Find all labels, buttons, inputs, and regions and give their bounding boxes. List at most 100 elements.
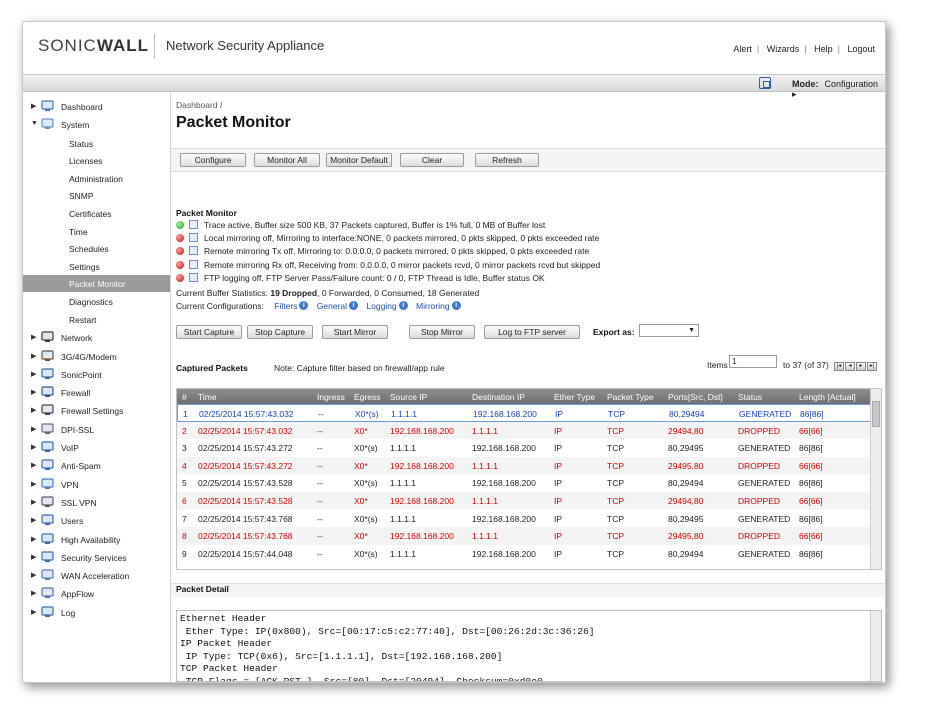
chevron-right-icon[interactable]: ▶ [31,498,37,506]
general-link[interactable]: General [316,301,348,311]
sidebar-item-high-availability[interactable]: ▶ High Availability [23,531,170,548]
chevron-right-icon[interactable]: ▶ [31,517,37,525]
sidebar-item-administration[interactable]: Administration [23,170,170,187]
sidebar-item-firewall-settings[interactable]: ▶ Firewall Settings [23,402,170,419]
chevron-right-icon[interactable]: ▶ [31,590,37,598]
configure-button[interactable]: Configure [180,153,246,167]
table-scrollbar[interactable] [870,389,881,569]
table-row[interactable]: 8 02/25/2014 15:57:43.768 -- X0* 192.168.168… [177,527,871,545]
prev-page-icon[interactable]: ◂ [845,362,855,371]
sidebar-item-schedules[interactable]: Schedules [23,240,170,257]
mirroring-link[interactable]: Mirroring [416,301,450,311]
info-icon[interactable]: i [398,301,408,310]
refresh-button[interactable]: Refresh [475,153,539,167]
edit-settings-icon[interactable] [189,272,198,282]
sidebar-item-diagnostics[interactable]: Diagnostics [23,293,170,310]
sidebar-item-certificates[interactable]: Certificates [23,205,170,222]
column-header[interactable]: Packet Type [607,392,654,402]
export-select[interactable]: ▼ [639,324,699,337]
breadcrumb[interactable]: Dashboard / [176,100,223,110]
monitor-all-button[interactable]: Monitor All [254,153,320,167]
edit-settings-icon[interactable] [189,259,198,269]
column-header[interactable]: Length [Actual] [799,392,856,402]
first-page-icon[interactable]: |◂ [834,362,844,371]
chevron-right-icon[interactable]: ▶ [31,389,37,397]
filters-link[interactable]: Filters [274,301,298,311]
chevron-right-icon[interactable]: ▶ [31,370,37,378]
column-header[interactable]: Ether Type [554,392,595,402]
column-header[interactable]: Source IP [390,392,428,402]
chevron-right-icon[interactable]: ▶ [31,608,37,616]
sidebar-item-wan-acceleration[interactable]: ▶ WAN Acceleration [23,567,170,584]
chevron-right-icon[interactable]: ▶ [31,444,37,451]
column-header[interactable]: Ports[Src, Dst] [668,392,723,402]
sidebar-item-licenses[interactable]: Licenses [23,152,170,169]
column-header[interactable]: Time [198,392,217,402]
column-header[interactable]: Status [738,392,763,402]
sidebar-item-settings[interactable]: Settings [23,258,170,275]
logout-link[interactable]: Logout [847,44,875,54]
table-row[interactable]: 6 02/25/2014 15:57:43.528 -- X0* 192.168.168… [177,492,871,510]
chevron-down-icon[interactable]: ▼ [31,120,38,128]
sidebar-item-dpi-ssl[interactable]: ▶ DPI-SSL [23,421,170,438]
detail-scrollbar[interactable] [870,611,881,681]
edit-settings-icon[interactable] [189,220,198,229]
sidebar-item-firewall[interactable]: ▶ Firewall [23,384,170,401]
sidebar-item-voip[interactable]: ▶ VoIP [23,439,170,456]
chevron-right-icon[interactable]: ▶ [31,103,37,110]
sidebar-item-status[interactable]: Status [23,135,170,152]
sidebar-item-system[interactable]: ▼ System [23,116,170,133]
chevron-right-icon[interactable]: ▶ [31,407,37,415]
monitor-default-button[interactable]: Monitor Default [326,153,392,167]
table-row[interactable]: 7 02/25/2014 15:57:43.768 -- X0*(s) 1.1.1.1 1… [177,510,871,528]
start-capture-button[interactable]: Start Capture [176,325,242,339]
wizards-link[interactable]: Wizards [766,44,800,54]
items-input[interactable]: 1 [729,355,777,368]
logging-link[interactable]: Logging [366,301,397,311]
next-page-icon[interactable]: ▸ [856,362,866,371]
sidebar-item-network[interactable]: ▶ Network [23,329,170,346]
column-header[interactable]: Egress [354,392,381,402]
sidebar-item-appflow[interactable]: ▶ AppFlow [23,585,170,602]
chevron-right-icon[interactable]: ▶ [31,334,37,342]
clear-button[interactable]: Clear [400,153,464,167]
window-icon[interactable] [759,77,771,89]
sidebar-item-log[interactable]: ▶ Log [23,604,170,621]
table-row[interactable]: 2 02/25/2014 15:57:43.032 -- X0* 192.168.168… [177,421,871,440]
chevron-right-icon[interactable]: ▶ [31,572,37,580]
table-row[interactable]: 1 02/25/2014 15:57:43.032 -- X0*(s) 1.1.1.1 1… [177,404,871,422]
sidebar-item-snmp[interactable]: SNMP [23,187,170,204]
table-row[interactable]: 3 02/25/2014 15:57:43.272 -- X0*(s) 1.1.1.1 1… [177,439,871,457]
sidebar-item-3g-4g-modem[interactable]: ▶ 3G/4G/Modem [23,348,170,365]
info-icon[interactable]: i [299,301,309,310]
sidebar-item-security-services[interactable]: ▶ Security Services [23,549,170,566]
chevron-right-icon[interactable]: ▶ [31,352,37,360]
sidebar-item-sonicpoint[interactable]: ▶ SonicPoint [23,366,170,383]
table-row[interactable]: 9 02/25/2014 15:57:44.048 -- X0*(s) 1.1.1.1 1… [177,545,871,563]
stop-mirror-button[interactable]: Stop Mirror [409,325,475,339]
column-header[interactable]: Destination IP [472,392,525,402]
start-mirror-button[interactable]: Start Mirror [322,325,388,339]
sidebar-item-packet-monitor[interactable]: Packet Monitor [23,275,170,293]
help-link[interactable]: Help [814,44,833,54]
last-page-icon[interactable]: ▸| [867,362,877,371]
info-icon[interactable]: i [451,301,461,310]
chevron-right-icon[interactable]: ▶ [31,462,37,470]
mode-selector[interactable]: Mode: Configuration ▸ [792,79,879,99]
column-header[interactable]: # [182,392,187,402]
chevron-right-icon[interactable]: ▶ [31,480,37,488]
stop-capture-button[interactable]: Stop Capture [247,325,313,339]
chevron-right-icon[interactable]: ▶ [31,535,37,543]
sidebar-item-vpn[interactable]: ▶ VPN [23,476,170,493]
edit-settings-icon[interactable] [189,246,198,256]
sidebar-item-time[interactable]: Time [23,223,170,240]
sidebar-item-anti-spam[interactable]: ▶ Anti-Spam [23,457,170,474]
edit-settings-icon[interactable] [189,233,198,243]
chevron-right-icon[interactable]: ▶ [31,553,37,561]
column-header[interactable]: Ingress [317,392,345,402]
sidebar-item-dashboard[interactable]: ▶ Dashboard [23,98,170,115]
chevron-right-icon[interactable]: ▶ [31,425,37,433]
sidebar-item-restart[interactable]: Restart [23,311,170,328]
scroll-thumb[interactable] [872,401,880,427]
packet-detail-box[interactable]: Ethernet Header Ether Type: IP(0x800), S… [176,610,882,682]
